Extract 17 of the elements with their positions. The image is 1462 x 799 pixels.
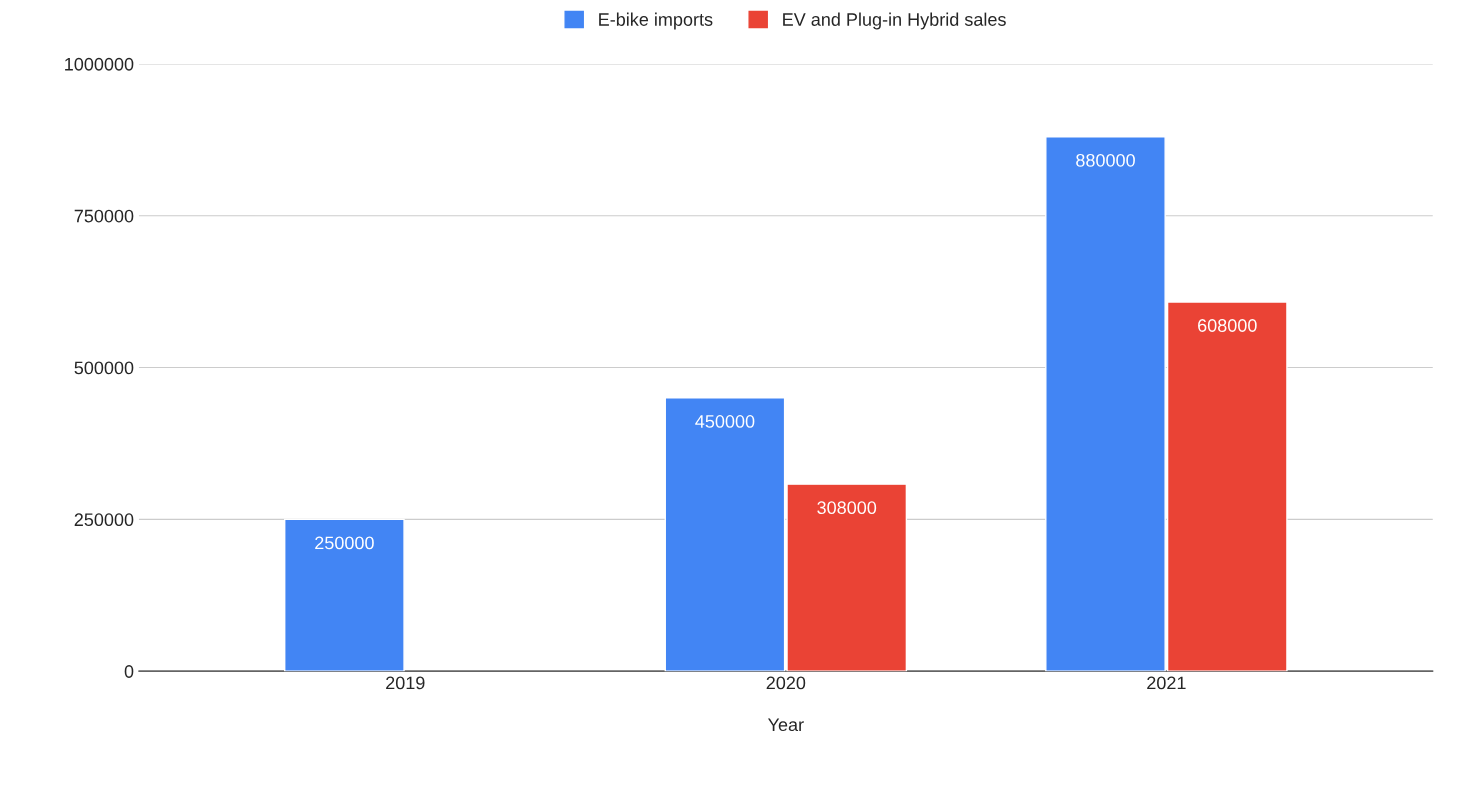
y-tick-label: 750000: [74, 209, 134, 223]
legend-label: E-bike imports: [599, 12, 713, 30]
x-tick-label: 2020: [766, 676, 806, 690]
y-tick-label: 250000: [74, 513, 134, 527]
x-tick-label: 2021: [1147, 676, 1186, 690]
y-tick-label: 0: [124, 665, 134, 678]
y-tick-label: 1000000: [65, 57, 134, 71]
data-label: 450000: [695, 415, 755, 428]
y-tick-label: 500000: [74, 361, 134, 375]
data-label: 250000: [315, 536, 374, 550]
x-axis-title: Year: [767, 718, 804, 732]
data-label: 608000: [1198, 319, 1257, 332]
data-label: 880000: [1076, 153, 1135, 167]
data-label: 308000: [817, 501, 877, 515]
bar: [284, 518, 405, 672]
x-tick-label: 2019: [386, 676, 425, 690]
legend-label: EV and Plug-in Hybrid sales: [783, 12, 1006, 30]
